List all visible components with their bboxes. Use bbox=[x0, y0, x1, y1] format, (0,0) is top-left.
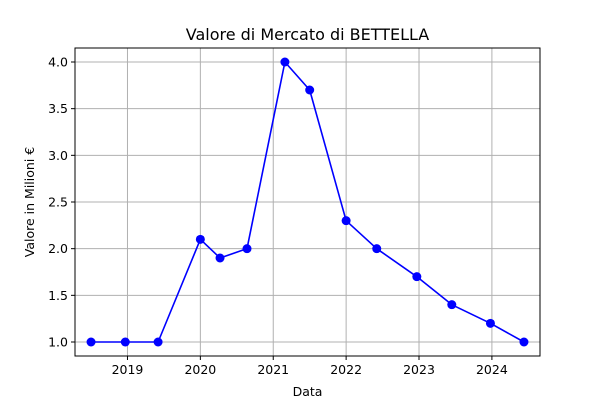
series-line bbox=[91, 61, 525, 343]
chart-title: Valore di Mercato di BETTELLA bbox=[186, 25, 430, 44]
y-tick-label: 4.0 bbox=[48, 55, 68, 70]
data-point bbox=[195, 234, 205, 244]
y-tick-label: 2.5 bbox=[48, 195, 68, 210]
data-point bbox=[485, 318, 495, 328]
y-tick-label: 2.0 bbox=[48, 241, 68, 256]
data-point bbox=[519, 337, 529, 347]
y-tick-label: 3.0 bbox=[48, 148, 68, 163]
y-tick-label: 1.5 bbox=[48, 288, 68, 303]
data-point bbox=[215, 253, 225, 263]
data-point bbox=[242, 244, 252, 254]
data-point bbox=[280, 57, 290, 67]
y-tick-label: 3.5 bbox=[48, 101, 68, 116]
data-point bbox=[341, 216, 351, 226]
data-point bbox=[412, 272, 422, 282]
x-tick-label: 2024 bbox=[476, 362, 508, 377]
x-tick-label: 2020 bbox=[184, 362, 216, 377]
x-tick-label: 2022 bbox=[330, 362, 362, 377]
data-point bbox=[120, 337, 130, 347]
data-point bbox=[86, 337, 96, 347]
data-point bbox=[153, 337, 163, 347]
grid bbox=[75, 48, 540, 356]
data-point bbox=[305, 85, 315, 95]
y-tick-label: 1.0 bbox=[48, 335, 68, 350]
data-point bbox=[447, 300, 457, 310]
axis-ticks: 2019 2020 2021 2022 2023 2024 1.0 1.5 2.0 2.5 3.0 3… bbox=[48, 55, 508, 378]
x-tick-label: 2019 bbox=[112, 362, 144, 377]
x-tick-label: 2021 bbox=[257, 362, 289, 377]
data-point bbox=[372, 244, 382, 254]
series-value bbox=[86, 57, 529, 347]
x-axis-label: Data bbox=[293, 384, 323, 399]
y-axis-label: Valore in Milioni € bbox=[22, 147, 37, 257]
x-tick-label: 2023 bbox=[403, 362, 435, 377]
